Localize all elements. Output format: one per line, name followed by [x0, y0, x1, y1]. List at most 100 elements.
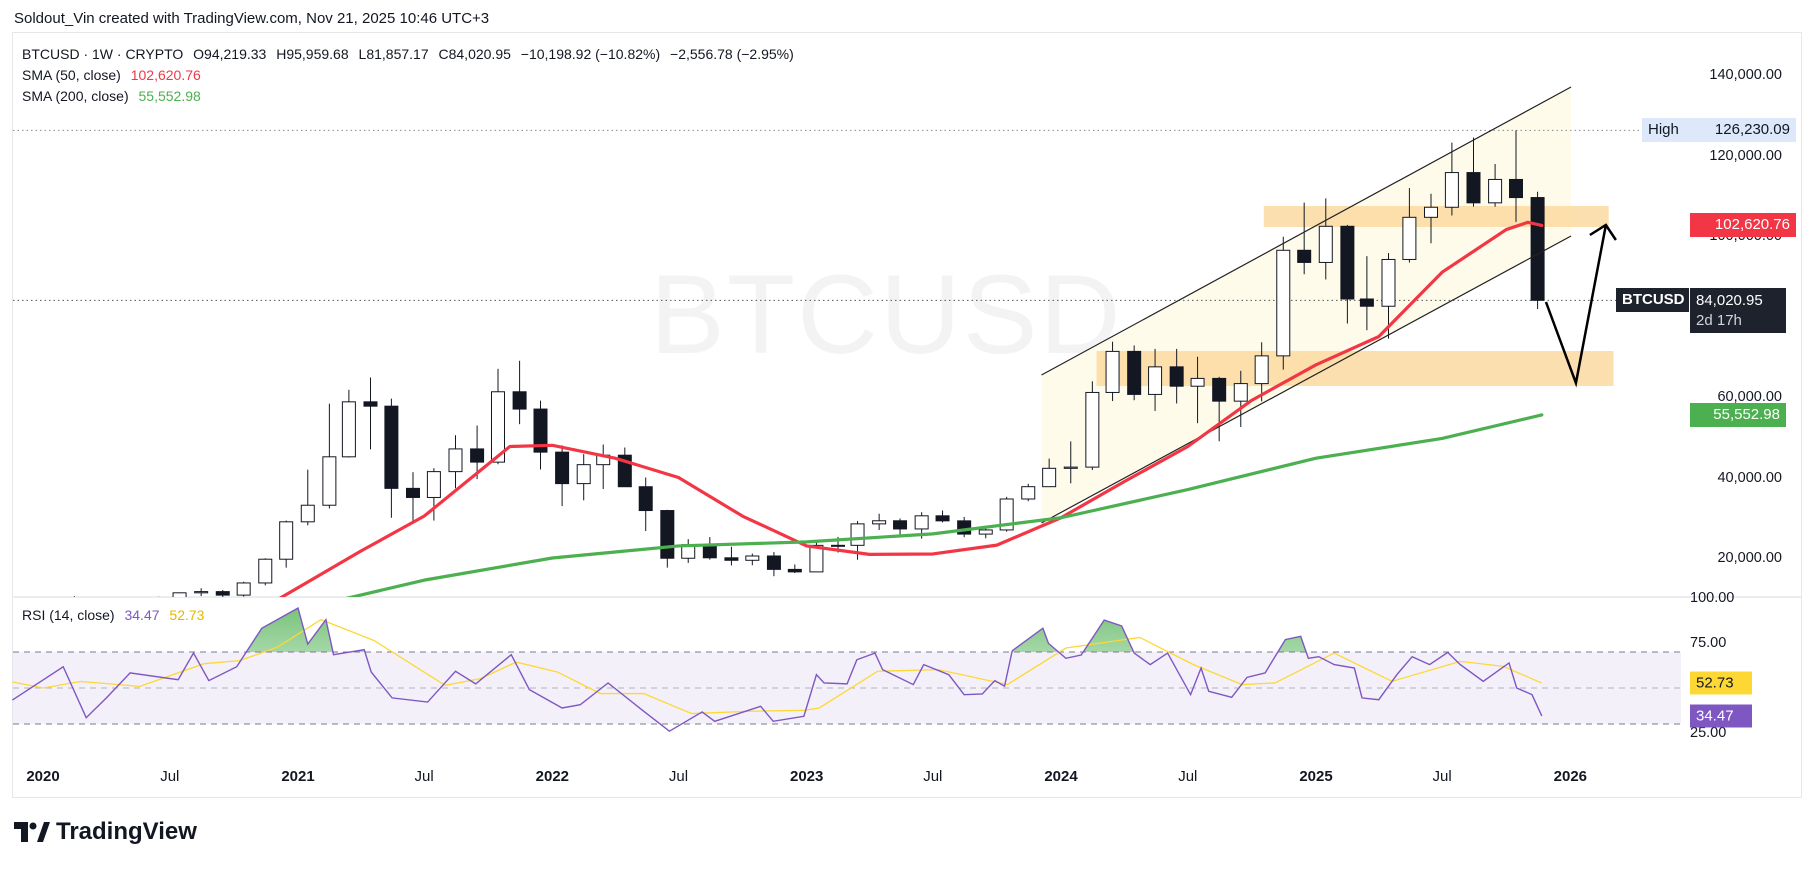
- candle: [172, 592, 187, 597]
- candle-body: [831, 544, 846, 547]
- candle-body: [1508, 178, 1523, 199]
- candle: [236, 581, 251, 597]
- candle: [555, 445, 570, 507]
- candle: [787, 564, 802, 574]
- candle-body: [957, 520, 972, 535]
- candle-body: [322, 456, 337, 506]
- candle: [576, 454, 591, 501]
- tradingview-logo-text: TradingView: [56, 818, 197, 845]
- candle-body: [914, 515, 929, 530]
- rsi-ma-line: [12, 618, 1543, 715]
- candle: [1508, 130, 1523, 222]
- chart-credit: Soldout_Vin created with TradingView.com…: [14, 10, 490, 27]
- candle: [1297, 202, 1312, 275]
- candle-body: [300, 504, 315, 523]
- candle-body: [512, 391, 527, 410]
- candle-body: [490, 391, 505, 463]
- legend-symbol[interactable]: BTCUSD · 1W · CRYPTO: [22, 46, 184, 62]
- legend-rsi[interactable]: RSI (14, close) 34.47 52.73: [22, 607, 210, 623]
- candle-body: [1254, 355, 1269, 385]
- rsi-tick-label: 75.00: [1690, 635, 1727, 651]
- candle: [1276, 236, 1291, 370]
- candle-body: [363, 401, 378, 407]
- rsi-badge: 34.47: [1690, 704, 1752, 728]
- candle: [533, 400, 548, 470]
- sma-layer: [278, 220, 1544, 597]
- legend-change: −10,198.92 (−10.82%): [520, 46, 661, 62]
- rsi-value: 34.47: [124, 607, 160, 623]
- candle: [596, 444, 611, 489]
- rsi-line: [11, 607, 1543, 733]
- candle: [935, 510, 950, 523]
- candle-body: [1063, 466, 1078, 469]
- candle: [300, 469, 315, 526]
- candle: [1148, 348, 1163, 411]
- high-label: High: [1642, 118, 1690, 143]
- candle-body: [724, 557, 739, 561]
- candle-body: [470, 448, 485, 463]
- candle: [1423, 193, 1438, 244]
- rsi-tick-label: 100.00: [1690, 590, 1735, 606]
- candle: [512, 360, 527, 425]
- legend-high: H95,959.68: [276, 46, 349, 62]
- candles-layer: [73, 86, 1572, 606]
- price-tick-label: 40,000.00: [1717, 469, 1782, 486]
- candle: [1444, 142, 1459, 216]
- sma50-line: [278, 220, 1544, 597]
- candle-body: [1530, 197, 1545, 301]
- candle: [1233, 370, 1248, 427]
- candle: [1488, 163, 1503, 207]
- tradingview-logo[interactable]: TradingView: [14, 818, 197, 846]
- candle-body: [1297, 249, 1312, 263]
- time-tick-label: 2025: [1299, 768, 1333, 785]
- candle-body: [1276, 249, 1291, 357]
- candle-body: [787, 568, 802, 573]
- candle: [341, 389, 356, 458]
- candle-body: [1466, 172, 1481, 204]
- candle: [1190, 356, 1205, 424]
- rsi-ma-badge: 52.73: [1690, 671, 1752, 695]
- candle: [1212, 376, 1227, 442]
- candle-body: [1233, 383, 1248, 402]
- candle-body: [999, 498, 1014, 531]
- candle: [1042, 458, 1057, 488]
- candle: [405, 472, 420, 523]
- sma200-badge: 55,552.98: [1690, 402, 1786, 427]
- legend-change-secondary: −2,556.78 (−2.95%): [670, 46, 794, 62]
- candle-body: [131, 600, 144, 603]
- channel-upper-line: [1041, 86, 1572, 376]
- candle-body: [1423, 206, 1438, 218]
- legend-sma200[interactable]: SMA (200, close) 55,552.98: [22, 88, 207, 104]
- candle-body: [258, 558, 273, 584]
- sma50-label: SMA (50, close): [22, 67, 121, 83]
- candle-body: [1105, 350, 1120, 393]
- legend-ohlc: BTCUSD · 1W · CRYPTO O94,219.33 H95,959.…: [22, 46, 800, 62]
- candle-body: [850, 523, 865, 546]
- drawings-layer: [13, 87, 1642, 523]
- legend-sma50[interactable]: SMA (50, close) 102,620.76: [22, 67, 207, 83]
- channel-lower-line: [1041, 235, 1572, 524]
- last-price-badge: 84,020.95 2d 17h: [1690, 288, 1786, 334]
- price-tick-label: 120,000.00: [1709, 147, 1782, 164]
- high-value: 126,230.09: [1690, 118, 1796, 143]
- candle-body: [384, 405, 399, 489]
- candle-body: [935, 515, 950, 522]
- candle-body: [1444, 172, 1459, 208]
- candle: [131, 598, 144, 606]
- candle: [470, 425, 485, 480]
- candle-body: [809, 544, 824, 573]
- candle: [1530, 191, 1545, 310]
- candle: [872, 513, 887, 531]
- candle-body: [1190, 377, 1205, 387]
- sma50-value: 102,620.76: [130, 67, 201, 83]
- candle-body: [638, 486, 653, 512]
- candle-body: [426, 471, 441, 498]
- candle-body: [215, 591, 230, 596]
- candle-body: [1359, 298, 1374, 307]
- rsi-ma-value: 52.73: [169, 607, 205, 623]
- candle: [617, 447, 632, 488]
- rsi-tick-label: 25.00: [1690, 725, 1727, 741]
- candle-body: [1402, 216, 1417, 260]
- candle: [1021, 483, 1036, 502]
